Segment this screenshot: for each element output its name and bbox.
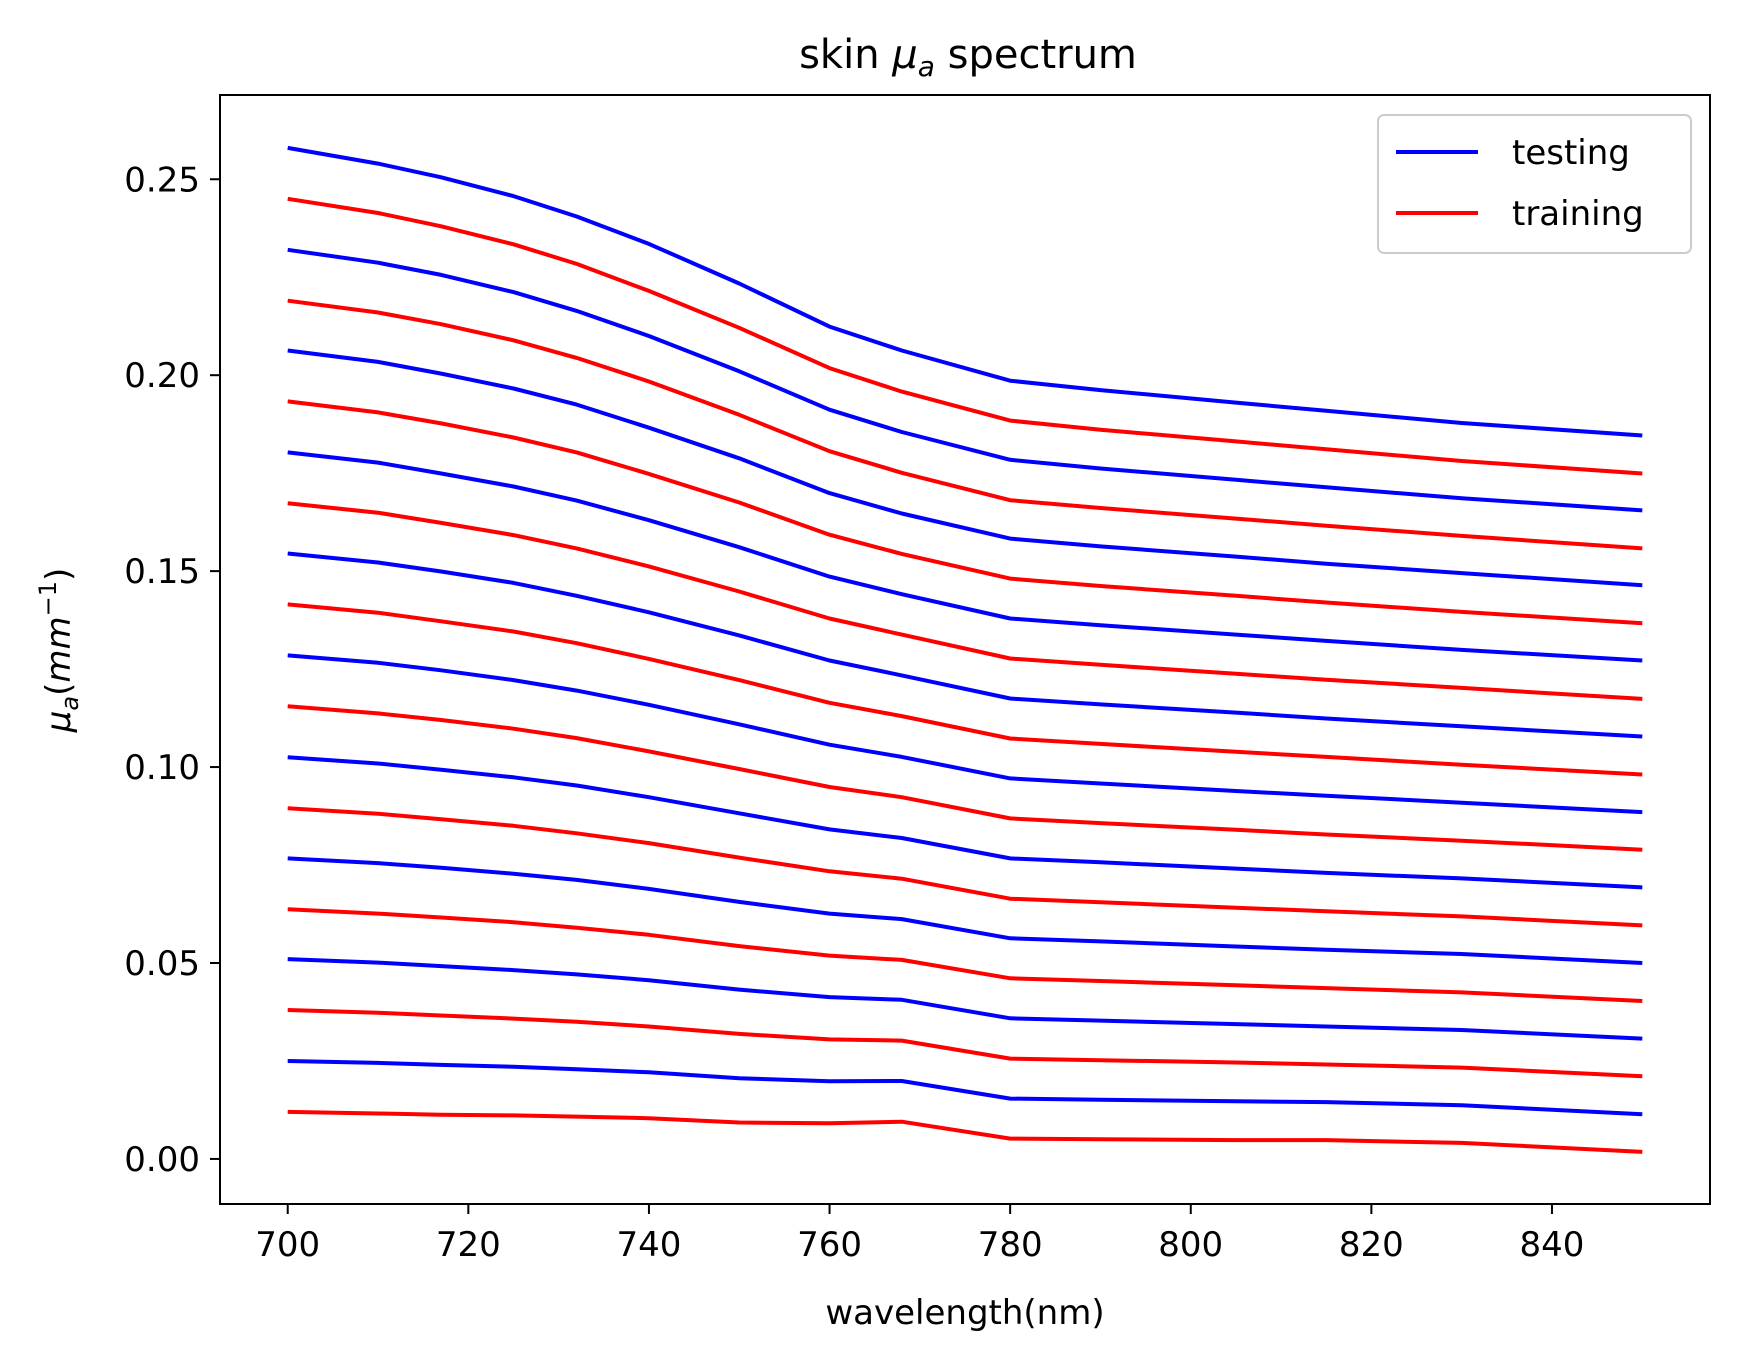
x-tick-label: 780 [978,1225,1043,1265]
series-line-training-18 [287,1008,1643,1079]
y-tick-label: 0.00 [124,1140,200,1180]
y-axis-label: μa(mm−1) [34,568,84,734]
y-tick-label: 0.25 [124,160,200,200]
series-line-testing-1 [287,145,1643,438]
y-tick-label: 0.15 [124,552,200,592]
series-line-testing-7 [287,450,1643,663]
legend-label-training: training [1512,194,1644,234]
legend-label-testing: testing [1512,133,1630,173]
chart-title: skin μa spectrum [799,32,1137,83]
series-lines [287,145,1643,1154]
series-line-testing-19 [287,1059,1643,1117]
x-tick-label: 740 [616,1225,681,1265]
x-tick-label: 800 [1158,1225,1223,1265]
series-line-training-20 [287,1109,1643,1154]
y-tick-label: 0.10 [124,748,200,788]
series-line-training-2 [287,196,1643,476]
x-tick-label: 720 [436,1225,501,1265]
series-line-testing-9 [287,551,1643,739]
series-line-training-10 [287,602,1643,777]
series-line-training-14 [287,806,1643,928]
x-tick-label: 700 [255,1225,320,1265]
legend-box [1377,114,1692,254]
series-line-testing-5 [287,348,1643,588]
series-line-testing-15 [287,856,1643,965]
x-tick-label: 760 [797,1225,862,1265]
y-axis-ticks: 0.00 0.05 0.10 0.15 0.20 0.25 [124,160,220,1180]
series-line-training-4 [287,298,1643,551]
series-line-training-16 [287,907,1643,1003]
series-line-testing-11 [287,653,1643,815]
x-axis-label: wavelength(nm) [825,1293,1104,1333]
series-line-training-8 [287,501,1643,701]
legend: testing training [1377,114,1692,254]
series-line-training-6 [287,399,1643,626]
y-tick-label: 0.05 [124,944,200,984]
x-tick-label: 820 [1339,1225,1404,1265]
plot-frame [219,94,1711,1205]
x-axis-ticks: 700 720 740 760 780 800 820 840 [255,1204,1584,1265]
series-line-training-12 [287,704,1643,852]
series-line-testing-3 [287,247,1643,513]
series-line-testing-17 [287,957,1643,1041]
x-tick-label: 840 [1520,1225,1585,1265]
y-tick-label: 0.20 [124,356,200,396]
series-line-testing-13 [287,755,1643,890]
